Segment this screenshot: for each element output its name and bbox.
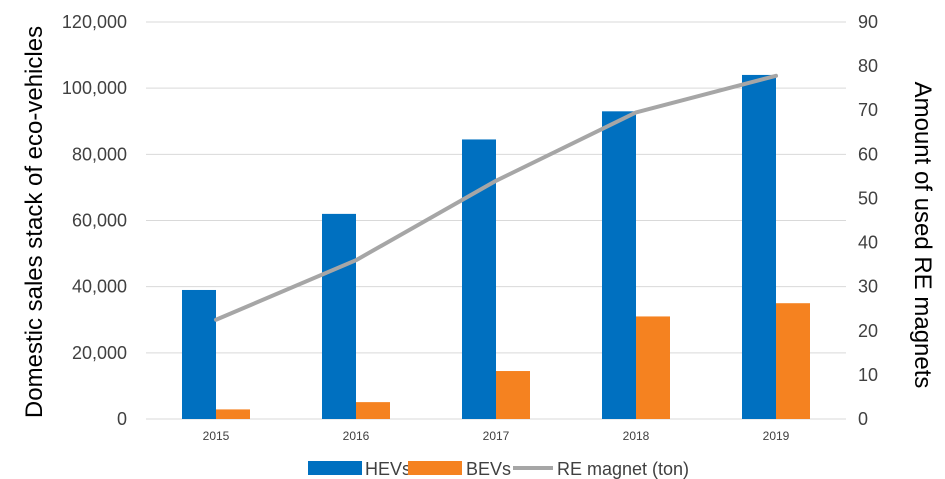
- x-axis-ticks: 2015 2016 2017 2018 2019: [203, 429, 790, 443]
- bars: [182, 74, 810, 419]
- bar-bevs: [496, 371, 530, 419]
- line-series: [214, 73, 778, 322]
- y2-tick-label: 30: [858, 277, 878, 297]
- y2-tick-label: 70: [858, 100, 878, 120]
- legend-label-bevs: BEVs: [466, 459, 511, 479]
- bar-bevs: [216, 409, 250, 419]
- y2-tick-label: 80: [858, 56, 878, 76]
- y2-tick-label: 20: [858, 321, 878, 341]
- x-tick-label: 2016: [343, 429, 370, 443]
- y-tick-label: 120,000: [62, 12, 127, 32]
- bar-bevs: [356, 402, 390, 419]
- x-tick-label: 2019: [763, 429, 790, 443]
- y2-tick-label: 60: [858, 144, 878, 164]
- bar-bevs: [776, 303, 810, 419]
- y2-axis-title: Amount of used RE magnets: [909, 82, 936, 389]
- legend-swatch-bevs: [408, 461, 462, 475]
- line-re-magnet: [214, 73, 778, 322]
- legend-label-re-magnet: RE magnet (ton): [557, 459, 689, 479]
- bar-hevs: [462, 139, 496, 419]
- y2-tick-label: 0: [858, 409, 868, 429]
- y-tick-label: 0: [117, 409, 127, 429]
- y2-tick-label: 40: [858, 233, 878, 253]
- y-tick-label: 20,000: [72, 343, 127, 363]
- bar-bevs: [636, 316, 670, 419]
- y-axis-title: Domestic sales stack of eco-vehicles: [21, 26, 48, 418]
- bar-hevs: [182, 289, 216, 419]
- x-tick-label: 2017: [483, 429, 510, 443]
- x-tick-label: 2015: [203, 429, 230, 443]
- y2-tick-label: 90: [858, 12, 878, 32]
- y-tick-label: 60,000: [72, 211, 127, 231]
- y2-tick-label: 10: [858, 365, 878, 385]
- y-tick-label: 40,000: [72, 277, 127, 297]
- bar-hevs: [742, 74, 776, 419]
- legend-swatch-hevs: [308, 461, 362, 475]
- y2-tick-label: 50: [858, 188, 878, 208]
- y-tick-label: 100,000: [62, 78, 127, 98]
- right-axis-ticks: 0 10 20 30 40 50 60 70 80 90: [858, 12, 878, 429]
- x-tick-label: 2018: [623, 429, 650, 443]
- bar-hevs: [602, 111, 636, 419]
- bar-hevs: [322, 213, 356, 419]
- left-axis-ticks: 0 20,000 40,000 60,000 80,000 100,000 120,000: [62, 12, 127, 429]
- y-tick-label: 80,000: [72, 144, 127, 164]
- legend: HEVs BEVs RE magnet (ton): [308, 459, 689, 479]
- legend-label-hevs: HEVs: [365, 459, 411, 479]
